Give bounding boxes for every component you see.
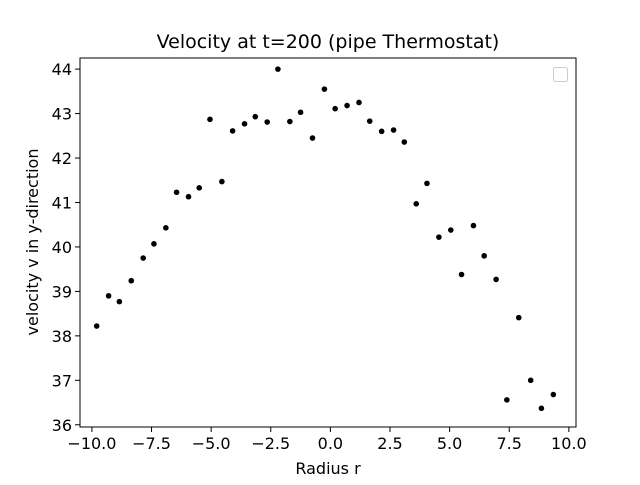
data-point xyxy=(241,120,248,127)
y-tick-label: 40 xyxy=(52,238,72,257)
data-point xyxy=(481,253,487,259)
data-point xyxy=(344,102,350,109)
y-tick-label: 37 xyxy=(52,371,72,390)
data-point xyxy=(458,271,465,278)
data-point xyxy=(504,397,510,403)
chart-title: Velocity at t=200 (pipe Thermostat) xyxy=(157,31,500,53)
data-point xyxy=(196,185,203,191)
y-tick-label: 36 xyxy=(52,416,72,435)
data-point xyxy=(448,227,454,233)
data-point xyxy=(185,193,192,200)
y-tick-label: 38 xyxy=(52,327,72,346)
data-point xyxy=(332,105,338,112)
data-point xyxy=(436,234,442,240)
x-tick-label: −5.0 xyxy=(192,434,231,453)
data-point xyxy=(390,127,397,133)
data-point xyxy=(527,377,534,384)
data-point xyxy=(378,128,385,135)
data-point xyxy=(173,189,180,196)
data-point xyxy=(309,135,316,141)
data-point xyxy=(424,180,430,187)
y-tick-label: 43 xyxy=(52,105,72,124)
y-tick-label: 42 xyxy=(52,149,72,168)
y-tick-label: 39 xyxy=(52,282,72,301)
data-point xyxy=(413,201,420,207)
data-point xyxy=(128,277,135,284)
y-axis-ticks: 36 37 38 39 40 41 42 43 44 xyxy=(52,60,80,435)
x-tick-label: −2.5 xyxy=(251,434,290,453)
x-tick-label: 2.5 xyxy=(377,434,402,453)
y-axis-label: velocity v in y-direction xyxy=(23,149,42,336)
data-point xyxy=(366,118,373,124)
scatter-points xyxy=(93,66,557,412)
data-point xyxy=(93,323,100,329)
x-tick-label: −10.0 xyxy=(67,434,116,453)
data-point xyxy=(550,391,557,398)
y-tick-label: 44 xyxy=(52,60,72,79)
data-point xyxy=(356,99,362,106)
data-point xyxy=(264,119,270,125)
data-point xyxy=(229,128,236,134)
x-axis-label: Radius r xyxy=(295,459,361,478)
x-tick-label: −7.5 xyxy=(132,434,171,453)
y-tick-label: 41 xyxy=(52,193,72,212)
legend-box[interactable] xyxy=(553,67,568,82)
plot-frame xyxy=(79,57,577,428)
data-point xyxy=(140,255,146,261)
data-point xyxy=(219,178,225,185)
data-point xyxy=(163,225,169,231)
data-point xyxy=(151,241,157,247)
x-axis-ticks: −10.0 −7.5 −5.0 −2.5 0.0 2.5 5.0 7.5 10.0 xyxy=(67,427,587,453)
data-point xyxy=(321,86,328,92)
data-point xyxy=(493,276,499,283)
x-tick-label: 5.0 xyxy=(437,434,462,453)
data-point xyxy=(401,139,408,145)
data-point xyxy=(252,113,259,120)
data-point xyxy=(538,405,545,412)
x-tick-label: 0.0 xyxy=(318,434,343,453)
data-point xyxy=(515,314,522,321)
data-point xyxy=(287,118,293,125)
x-tick-label: 10.0 xyxy=(551,434,587,453)
data-point xyxy=(470,222,477,229)
data-point xyxy=(116,298,123,305)
x-tick-label: 7.5 xyxy=(497,434,522,453)
data-point xyxy=(275,66,281,72)
data-point xyxy=(297,109,304,116)
data-point xyxy=(105,293,112,299)
data-point xyxy=(207,116,213,123)
